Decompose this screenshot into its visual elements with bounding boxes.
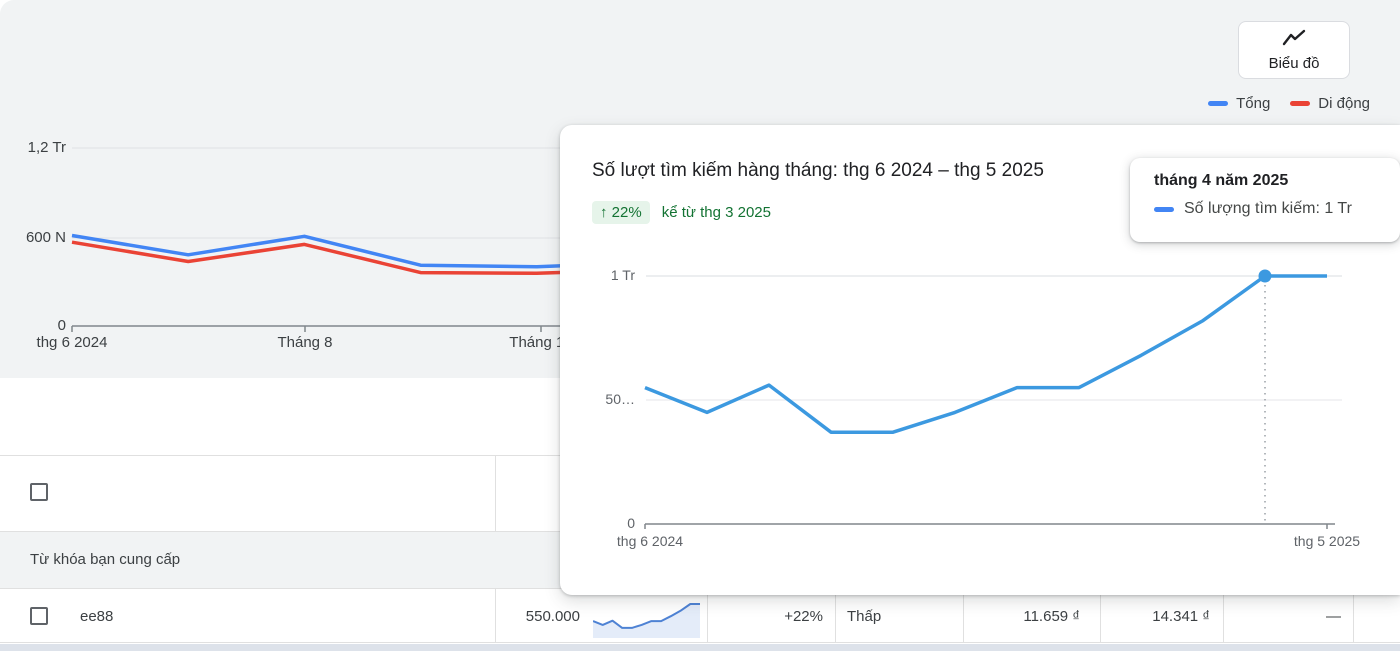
chart-legend: Tổng Di động: [1180, 95, 1370, 112]
monthly-searches-chart: [644, 269, 1342, 529]
column-divider: [835, 589, 836, 643]
legend-total-label: Tổng: [1236, 95, 1271, 112]
overview-xtick-oct: Tháng 10: [509, 334, 573, 351]
change-badge: ↑ 22%: [592, 201, 650, 224]
dialog-ytick-mid: 50…: [605, 391, 635, 407]
chart-view-button[interactable]: Biểu đồ: [1238, 21, 1350, 79]
tooltip-month: tháng 4 năm 2025: [1154, 172, 1289, 189]
dialog-ytick-top: 1 Tr: [610, 267, 635, 283]
column-divider: [495, 589, 496, 643]
total-series-swatch: [1208, 101, 1229, 106]
trending-line-icon: [1281, 29, 1307, 52]
column-divider: [1223, 589, 1224, 643]
change-cell: +22%: [784, 608, 823, 625]
keyword-sparkline: [593, 603, 700, 638]
legend-item-mobile: Di động: [1290, 95, 1370, 112]
column-divider: [495, 456, 496, 531]
search-volume-line: [644, 274, 1327, 434]
dialog-xtick-left: thg 6 2024: [616, 533, 684, 549]
column-divider: [1100, 589, 1101, 643]
overview-xtick-jun: thg 6 2024: [36, 334, 108, 351]
section-label: Từ khóa bạn cung cấp: [30, 551, 181, 568]
dialog-xtick-right: thg 5 2025: [1293, 533, 1361, 549]
legend-mobile-label: Di động: [1318, 95, 1370, 112]
tooltip-value: Số lượng tìm kiếm: 1 Tr: [1184, 200, 1352, 217]
column-divider: [707, 589, 708, 643]
column-divider: [963, 589, 964, 643]
select-all-checkbox[interactable]: [30, 483, 48, 501]
keyword-cell: ee88: [80, 608, 114, 625]
chart-tooltip: tháng 4 năm 2025 Số lượng tìm kiếm: 1 Tr: [1130, 158, 1400, 242]
legend-item-total: Tổng: [1208, 95, 1270, 112]
overview-ytick-top: 1,2 Tr: [27, 139, 66, 156]
highlighted-data-point[interactable]: [1258, 269, 1272, 283]
overview-chart: [71, 147, 690, 332]
avg-searches-cell: 550.000: [525, 608, 580, 625]
horizontal-scrollbar[interactable]: [0, 644, 1400, 651]
column-divider: [1353, 589, 1354, 643]
bid-low-cell: 11.659 ₫: [1023, 608, 1080, 625]
bid-high-cell: 14.341 ₫: [1152, 608, 1210, 625]
competition-cell: Thấp: [847, 608, 882, 625]
tooltip-series-swatch: [1154, 206, 1174, 212]
mobile-series-swatch: [1290, 101, 1311, 106]
table-row: ee88 550.000 +22% Thấp 11.659 ₫ 14.341 ₫…: [0, 589, 1400, 643]
overview-xtick-aug: Tháng 8: [277, 334, 333, 351]
row-checkbox[interactable]: [30, 607, 48, 625]
overview-ytick-mid: 600 N: [25, 229, 66, 246]
change-summary: ↑ 22% kể từ thg 3 2025: [592, 201, 771, 224]
dialog-ytick-zero: 0: [627, 515, 635, 531]
mobile-series-line: [71, 240, 654, 276]
chart-button-label: Biểu đồ: [1268, 54, 1320, 72]
tooltip-value-row: Số lượng tìm kiếm: 1 Tr: [1154, 200, 1400, 218]
change-badge-suffix: kể từ thg 3 2025: [661, 204, 771, 221]
ad-share-cell: —: [1326, 608, 1341, 625]
total-series-line: [71, 233, 654, 269]
dialog-title: Số lượt tìm kiếm hàng tháng: thg 6 2024 …: [592, 160, 1044, 181]
overview-ytick-zero: 0: [57, 317, 66, 334]
